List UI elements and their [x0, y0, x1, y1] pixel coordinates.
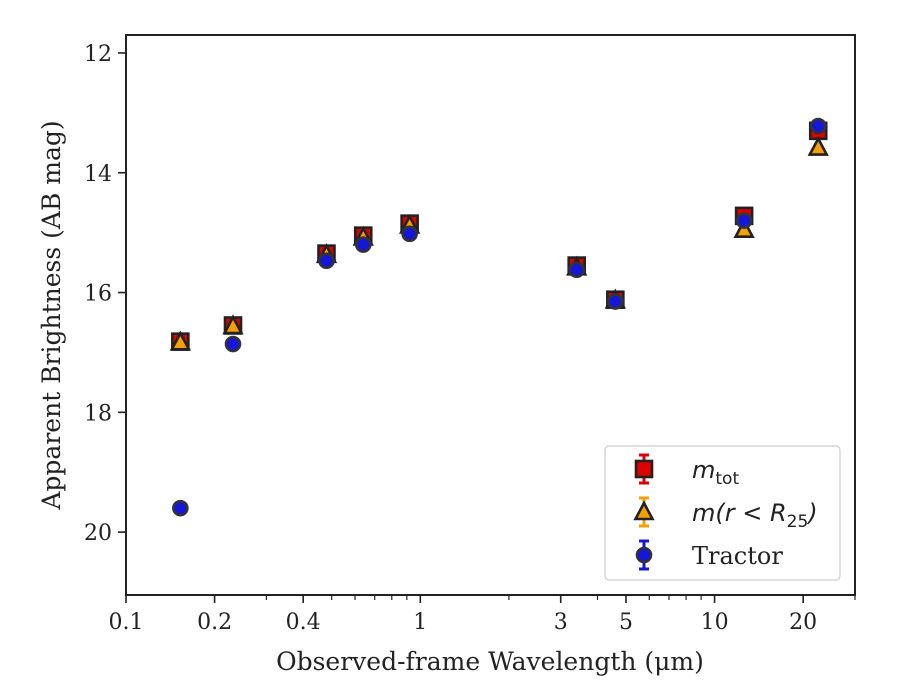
series-2-point-3 [354, 236, 372, 253]
y-tick-label-4: 20 [84, 521, 112, 546]
y-tick-label-1: 14 [84, 162, 112, 187]
legend-marker-1 [633, 500, 655, 521]
series-1-point-1 [222, 314, 244, 335]
x-tick-label-0: 0.1 [109, 610, 144, 635]
series-2-point-5 [568, 261, 586, 279]
legend-frame [604, 445, 841, 581]
series-2-point-7 [735, 212, 753, 229]
x-tick-label-1: 0.2 [197, 610, 232, 635]
legend-label-1: m(r < R25) [692, 499, 818, 532]
plot-frame [125, 34, 856, 596]
series-1 [169, 135, 829, 351]
x-tick-label-6: 10 [701, 610, 729, 635]
series-2-point-8 [809, 117, 827, 135]
series-2-point-1 [224, 335, 242, 353]
x-tick-label-4: 3 [554, 610, 568, 635]
series-2-point-2 [318, 252, 335, 270]
series-1-point-0 [169, 330, 192, 351]
y-axis-title: Apparent Brightness (AB mag) [37, 120, 66, 510]
series-1-point-8 [807, 135, 829, 156]
legend-marker-2 [635, 546, 653, 564]
series-2-point-4 [401, 225, 418, 243]
legend: mtot m(r < R25) Tractor [604, 445, 841, 581]
x-tick-label-7: 20 [789, 610, 817, 635]
series-0 [171, 121, 828, 351]
x-axis-title: Observed-frame Wavelength (μm) [276, 647, 704, 676]
x-tick-label-5: 5 [619, 610, 633, 635]
series-2 [172, 117, 827, 517]
series-2-point-0 [172, 499, 189, 517]
y-tick-label-2: 16 [84, 282, 112, 307]
x-tick-label-2: 0.4 [286, 610, 321, 635]
data-marks [169, 117, 829, 517]
x-tick-label-3: 1 [413, 610, 427, 635]
legend-marker-0 [634, 459, 654, 479]
legend-label-0: mtot [692, 456, 739, 489]
y-tick-label-0: 12 [84, 42, 112, 67]
series-2-point-6 [607, 293, 624, 310]
legend-label-2: Tractor [692, 542, 783, 570]
y-tick-label-3: 18 [84, 401, 112, 426]
axis-ticks: 0.1 0.2 0.4 1 3 5 10 20 12 14 16 18 20 [84, 42, 856, 635]
